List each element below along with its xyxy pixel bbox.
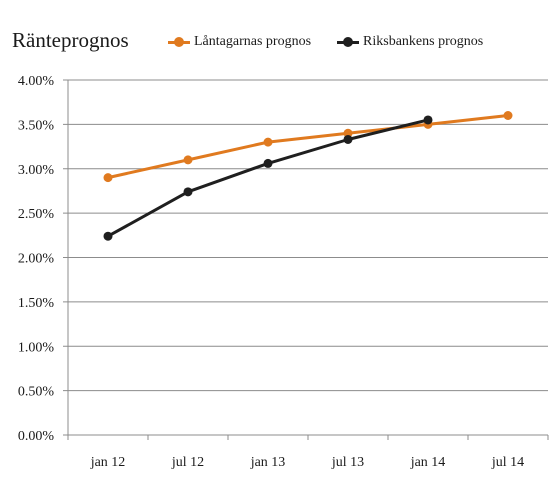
y-tick-label: 0.50%	[18, 385, 55, 400]
y-tick-label: 0.00%	[18, 429, 55, 444]
series-line-0	[106, 114, 510, 180]
chart-title: Ränteprognos	[12, 28, 129, 52]
y-tick-label: 2.00%	[18, 252, 55, 267]
legend-swatch-riksbank	[337, 37, 360, 47]
legend: Låntagarnas prognos Riksbankens prognos	[168, 34, 483, 50]
series-line-1	[106, 118, 430, 238]
legend-item-riksbank: Riksbankens prognos	[337, 34, 483, 50]
x-tick-label: jul 13	[331, 455, 364, 470]
x-tick-label: jan 12	[90, 455, 126, 470]
y-tick-label: 1.00%	[18, 340, 55, 355]
legend-item-borrowers: Låntagarnas prognos	[168, 34, 311, 50]
x-tick-label: jul 12	[171, 455, 204, 470]
series-point-0	[343, 128, 353, 138]
legend-label-borrowers: Låntagarnas prognos	[194, 34, 312, 49]
y-tick-label: 3.50%	[18, 118, 55, 133]
series-point-0	[263, 137, 273, 147]
x-tick-label: jan 13	[250, 455, 286, 470]
series-point-0	[503, 111, 513, 120]
x-tick-label: jan 14	[410, 455, 446, 470]
series-point-0	[183, 155, 193, 165]
series-point-1	[343, 134, 353, 144]
legend-marker-borrowers	[174, 37, 184, 47]
y-tick-label: 2.50%	[18, 207, 55, 222]
series-point-1	[423, 115, 433, 125]
y-tick-label: 4.00%	[18, 74, 55, 89]
legend-marker-riksbank	[343, 37, 354, 47]
series-point-1	[103, 231, 113, 241]
x-tick-label: jul 14	[491, 455, 524, 470]
legend-swatch-borrowers	[168, 37, 190, 47]
legend-label-riksbank: Riksbankens prognos	[363, 34, 484, 49]
series-point-0	[103, 173, 113, 183]
y-tick-label: 1.50%	[18, 296, 55, 311]
y-tick-label: 3.00%	[18, 163, 55, 178]
series-point-1	[263, 158, 273, 168]
series-point-1	[183, 187, 193, 197]
